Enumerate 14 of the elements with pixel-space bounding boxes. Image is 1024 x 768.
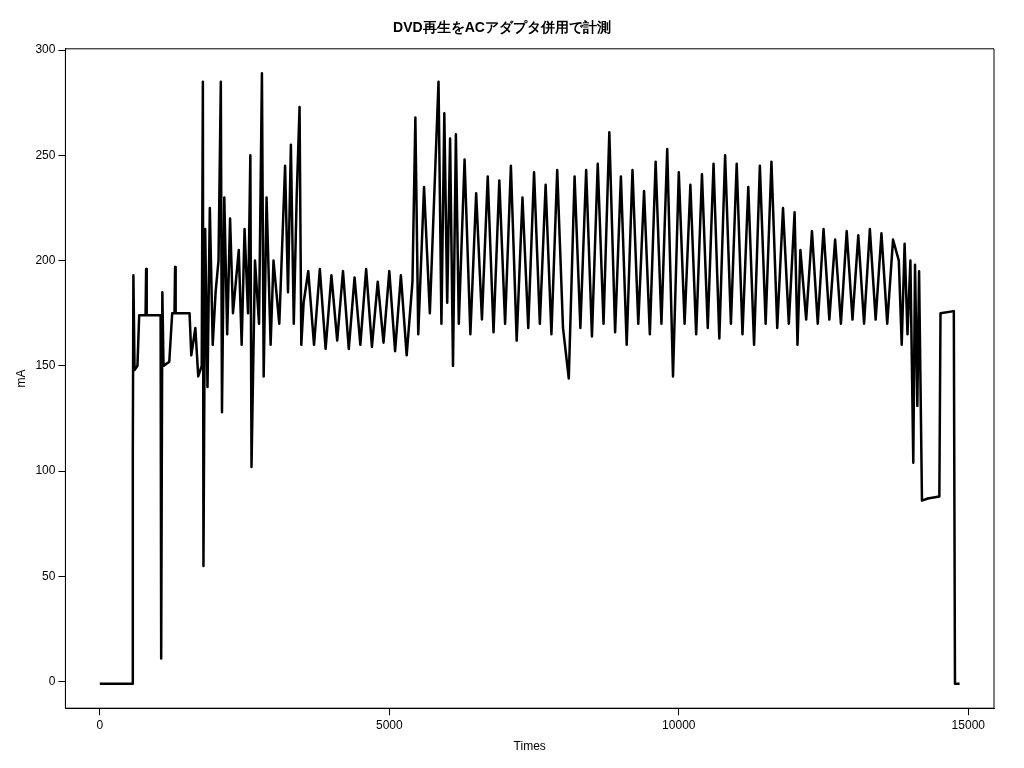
x-tick-label: 10000 [662,717,696,732]
y-tick-label: 150 [35,358,56,373]
y-tick-label: 300 [35,42,56,57]
chart-title: DVD再生をACアダプタ併用で計測 [393,19,611,36]
y-axis-title: mA [13,369,28,388]
y-tick-label: 100 [35,463,56,478]
x-tick-label: 5000 [375,717,403,732]
x-tick-label: 15000 [951,717,986,732]
y-tick-label: 250 [35,147,56,162]
y-tick-label: 0 [48,673,56,688]
x-axis-title: Times [513,739,546,754]
y-tick-label: 50 [42,568,56,583]
y-tick-label: 200 [35,252,56,267]
x-tick-label: 0 [96,717,104,732]
